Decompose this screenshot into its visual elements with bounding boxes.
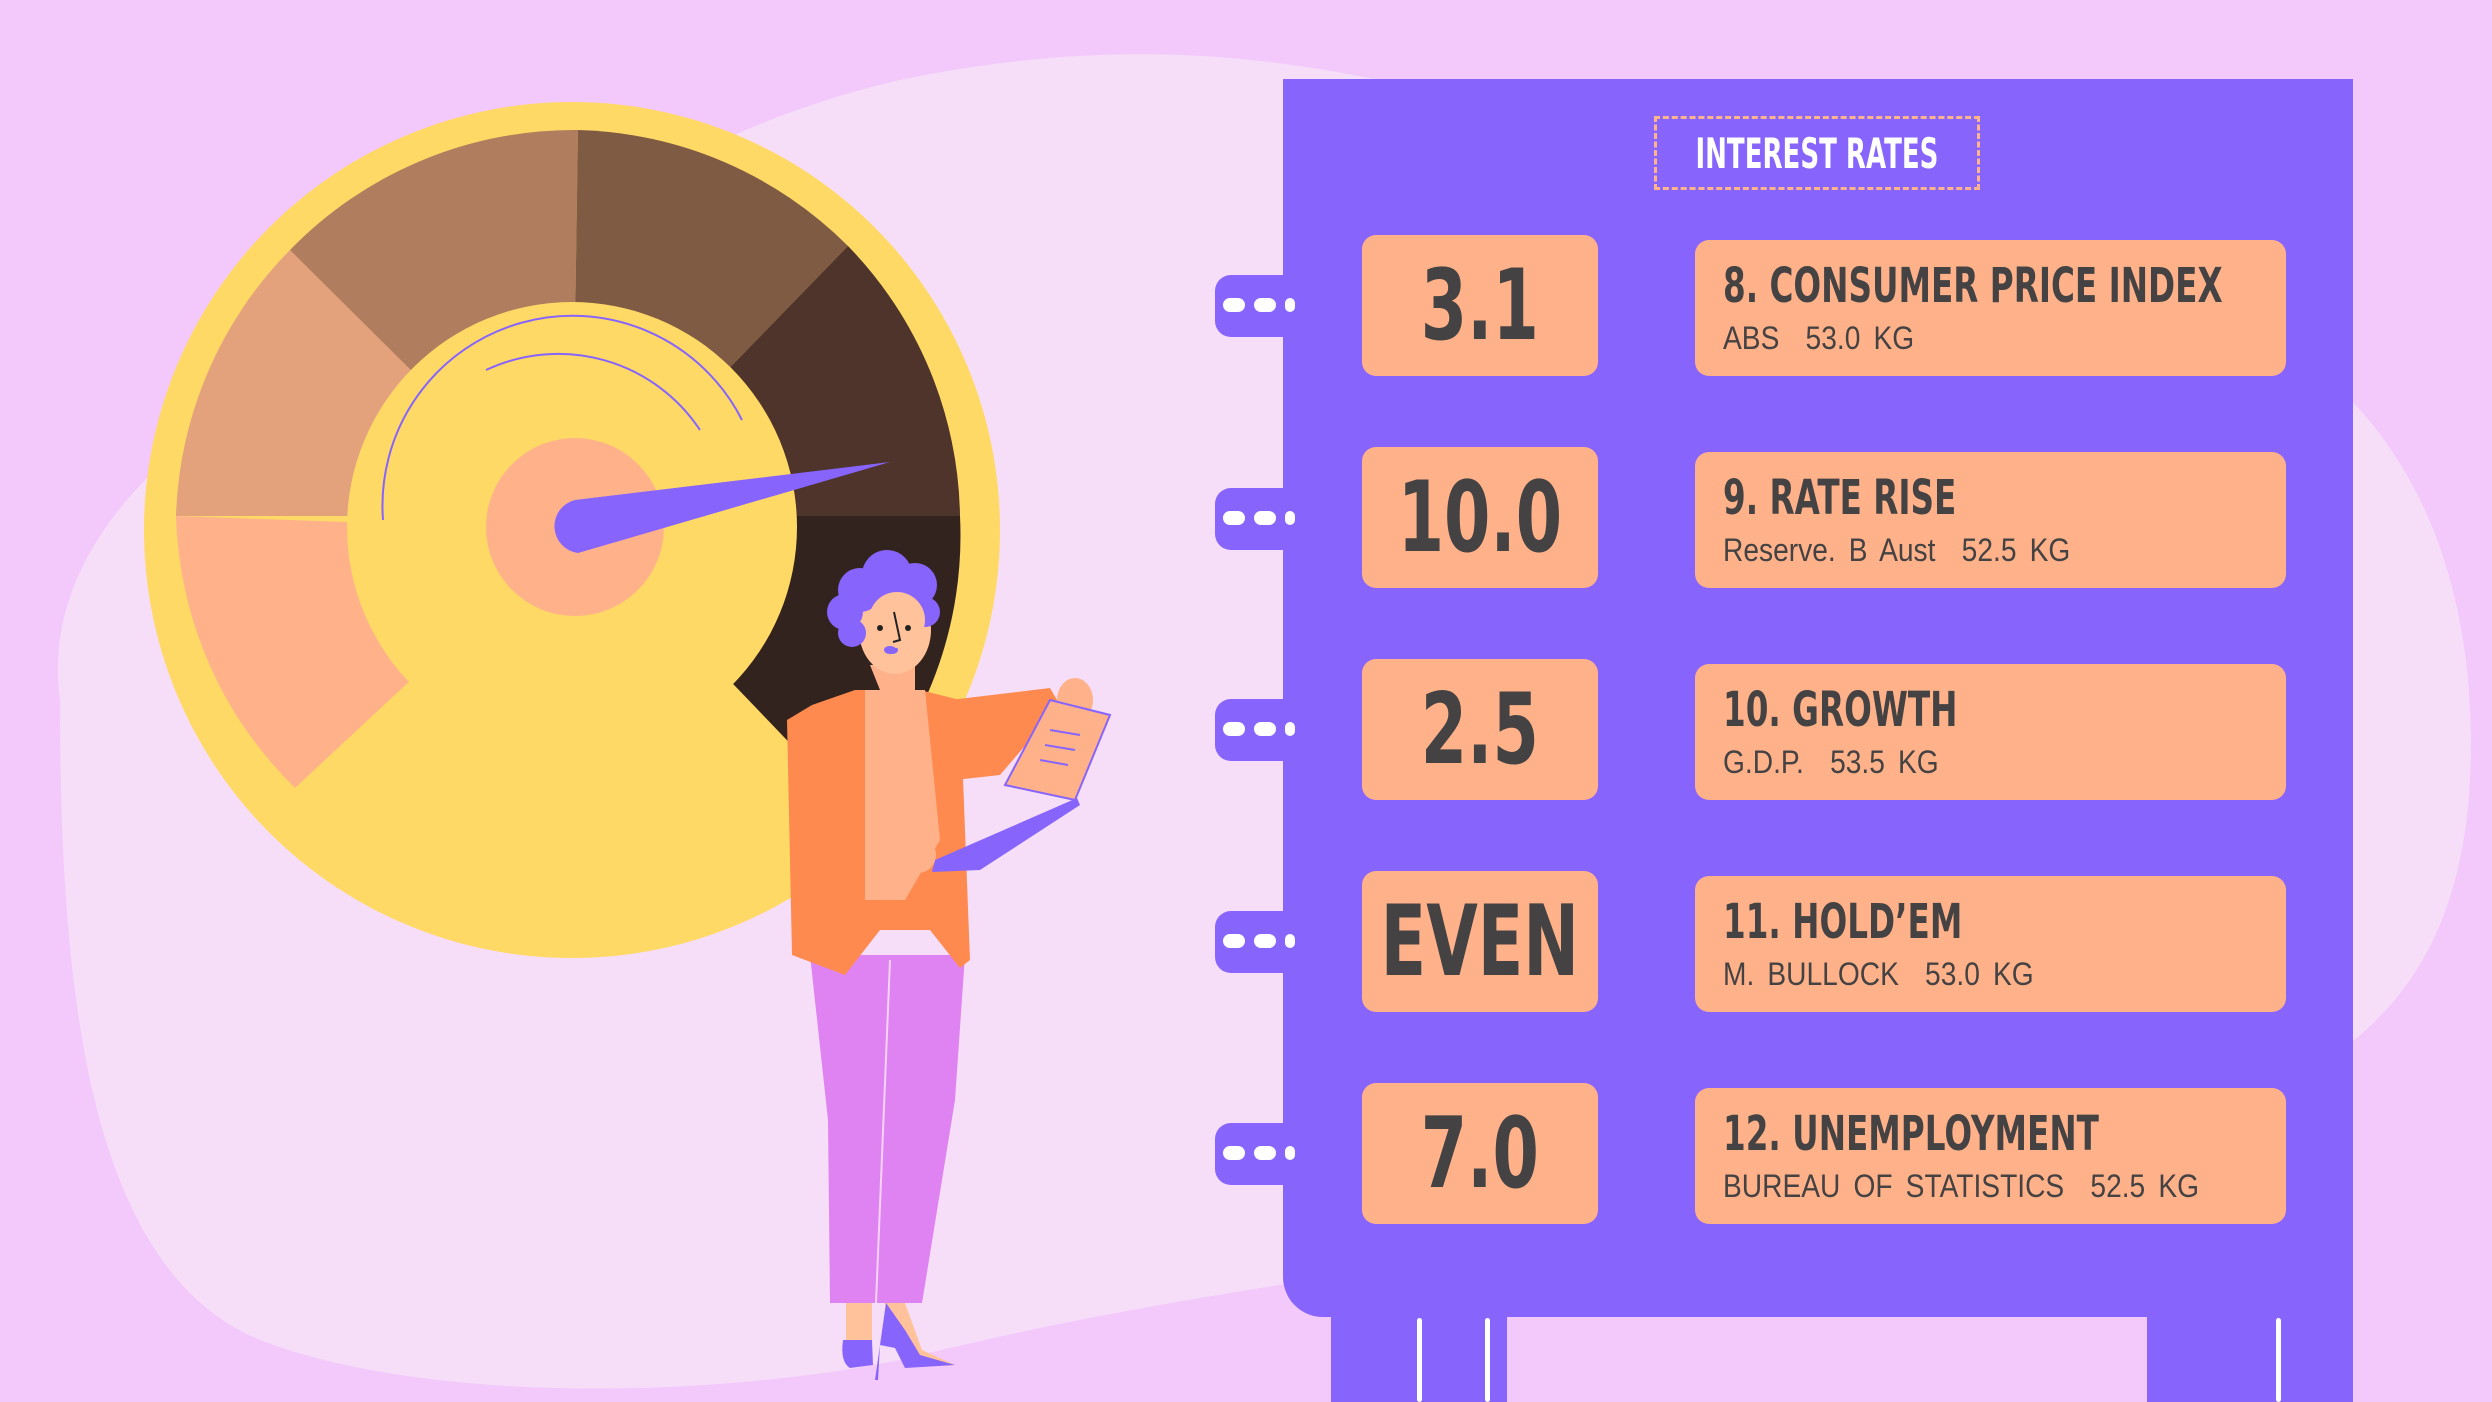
rate-subtitle: M. BULLOCK 53.0 KG <box>1723 956 2034 993</box>
rate-value-card: 7.0 <box>1362 1083 1598 1224</box>
rate-weight: 52.5 KG <box>2090 1168 2200 1204</box>
rate-weight: 52.5 KG <box>1961 532 2071 568</box>
row-tab <box>1215 488 1295 550</box>
rate-value-card: 2.5 <box>1362 659 1598 800</box>
gauge-needle <box>554 462 890 553</box>
rate-source: M. BULLOCK <box>1723 956 1899 992</box>
rate-info-card: 9. RATE RISE Reserve. B Aust 52.5 KG <box>1695 452 2286 588</box>
board-title-text: INTEREST RATES <box>1695 128 1939 178</box>
rate-weight: 53.5 KG <box>1830 744 1939 780</box>
rate-title: 8. CONSUMER PRICE INDEX <box>1723 258 2223 314</box>
woman-character-illustration <box>787 550 1112 1380</box>
rate-value-card: 3.1 <box>1362 235 1598 376</box>
dashes-icon <box>1223 511 1295 525</box>
rate-source: Reserve. B Aust <box>1723 532 1936 568</box>
rate-value: 7.0 <box>1420 1096 1540 1211</box>
rate-weight: 53.0 KG <box>1805 320 1915 356</box>
rate-source: G.D.P. <box>1723 744 1804 780</box>
dashes-icon <box>1223 1146 1295 1160</box>
rate-subtitle: BUREAU OF STATISTICS 52.5 KG <box>1723 1168 2199 1205</box>
row-tab <box>1215 1123 1295 1185</box>
rate-value-card: EVEN <box>1362 871 1598 1012</box>
rate-info-card: 11. HOLD’EM M. BULLOCK 53.0 KG <box>1695 876 2286 1012</box>
rate-value: 2.5 <box>1420 672 1540 787</box>
row-tab <box>1215 699 1295 761</box>
row-tab <box>1215 275 1295 337</box>
rate-source: BUREAU OF STATISTICS <box>1723 1168 2065 1204</box>
board-leg-right <box>2147 1300 2353 1402</box>
rate-info-card: 8. CONSUMER PRICE INDEX ABS 53.0 KG <box>1695 240 2286 376</box>
rate-subtitle: ABS 53.0 KG <box>1723 320 1914 357</box>
leg-stripe <box>1417 1318 1422 1402</box>
leg-stripe <box>1485 1318 1490 1402</box>
rate-title: 12. UNEMPLOYMENT <box>1723 1106 2099 1162</box>
rate-source: ABS <box>1723 320 1780 356</box>
board-title: INTEREST RATES <box>1654 116 1980 190</box>
rate-subtitle: Reserve. B Aust 52.5 KG <box>1723 532 2070 569</box>
leg-stripe <box>2276 1318 2281 1402</box>
row-tab <box>1215 911 1295 973</box>
rate-subtitle: G.D.P. 53.5 KG <box>1723 744 1939 781</box>
rate-value-card: 10.0 <box>1362 447 1598 588</box>
dashes-icon <box>1223 722 1295 736</box>
rate-value: 3.1 <box>1420 248 1540 363</box>
rate-title: 9. RATE RISE <box>1723 470 1957 526</box>
rate-info-card: 12. UNEMPLOYMENT BUREAU OF STATISTICS 52… <box>1695 1088 2286 1224</box>
dashes-icon <box>1223 298 1295 312</box>
dashes-icon <box>1223 934 1295 948</box>
rate-info-card: 10. GROWTH G.D.P. 53.5 KG <box>1695 664 2286 800</box>
rate-title: 10. GROWTH <box>1723 682 1958 738</box>
rate-title: 11. HOLD’EM <box>1723 894 1963 950</box>
rate-weight: 53.0 KG <box>1925 956 2034 992</box>
rate-value: 10.0 <box>1397 460 1563 575</box>
rate-value: EVEN <box>1380 884 1580 999</box>
